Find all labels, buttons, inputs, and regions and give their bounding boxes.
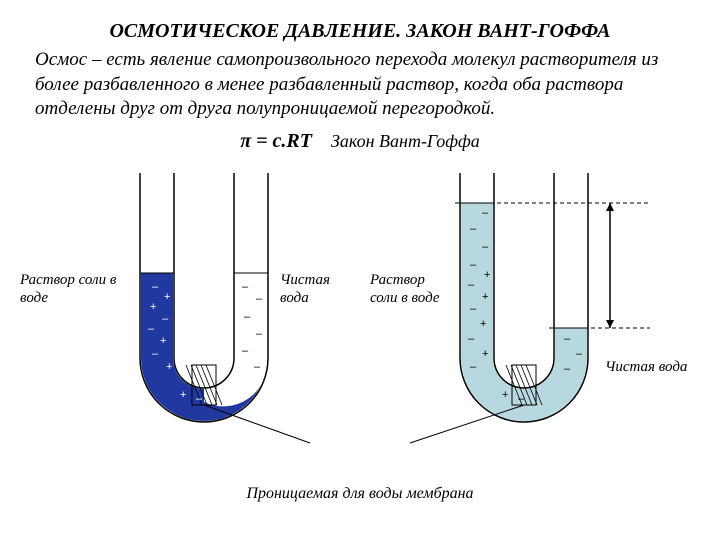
ion-marker: + (160, 335, 166, 347)
ion-marker: + (482, 291, 488, 303)
ion-marker: – (564, 363, 570, 375)
right-water-label: Чистая вода (605, 358, 715, 376)
ion-marker: – (470, 361, 476, 373)
ion-marker: + (480, 318, 486, 330)
page-title: ОСМОТИЧЕСКОЕ ДАВЛЕНИЕ. ЗАКОН ВАНТ-ГОФФА (0, 0, 720, 43)
ion-marker: – (576, 348, 582, 360)
ion-marker: – (482, 207, 488, 219)
u-tubes-svg (0, 163, 720, 483)
ion-marker: + (180, 389, 186, 401)
ion-marker: – (482, 241, 488, 253)
ion-marker: – (564, 333, 570, 345)
ion-marker: – (244, 311, 250, 323)
formula-row: π = c.RT Закон Вант-Гоффа (0, 130, 720, 153)
formula: π = c.RT (240, 130, 312, 152)
ion-marker: – (470, 303, 476, 315)
ion-marker: + (484, 269, 490, 281)
ion-marker: – (242, 281, 248, 293)
formula-label: Закон Вант-Гоффа (331, 131, 480, 151)
left-water-label: Чистая вода (280, 271, 360, 307)
ion-marker: – (468, 333, 474, 345)
diagram-area: Раствор соли в воде Чистая вода Раствор … (0, 163, 720, 483)
ion-marker: – (518, 393, 524, 405)
ion-marker: + (150, 301, 156, 313)
ion-marker: – (256, 328, 262, 340)
left-salt-label: Раствор соли в воде (20, 271, 130, 307)
ion-marker: – (468, 279, 474, 291)
ion-marker: – (256, 293, 262, 305)
right-salt-label: Раствор соли в воде (370, 271, 455, 307)
ion-marker: – (148, 323, 154, 335)
ion-marker: – (470, 259, 476, 271)
ion-marker: – (242, 345, 248, 357)
ion-marker: – (162, 313, 168, 325)
definition-text: Осмос – есть явление самопроизвольного п… (0, 43, 720, 122)
ion-marker: + (164, 291, 170, 303)
ion-marker: – (152, 348, 158, 360)
membrane-caption: Проницаемая для воды мембрана (0, 485, 720, 503)
ion-marker: + (482, 348, 488, 360)
ion-marker: – (254, 361, 260, 373)
ion-marker: + (502, 389, 508, 401)
ion-marker: – (470, 223, 476, 235)
ion-marker: + (166, 361, 172, 373)
ion-marker: – (152, 281, 158, 293)
ion-marker: – (196, 393, 202, 405)
